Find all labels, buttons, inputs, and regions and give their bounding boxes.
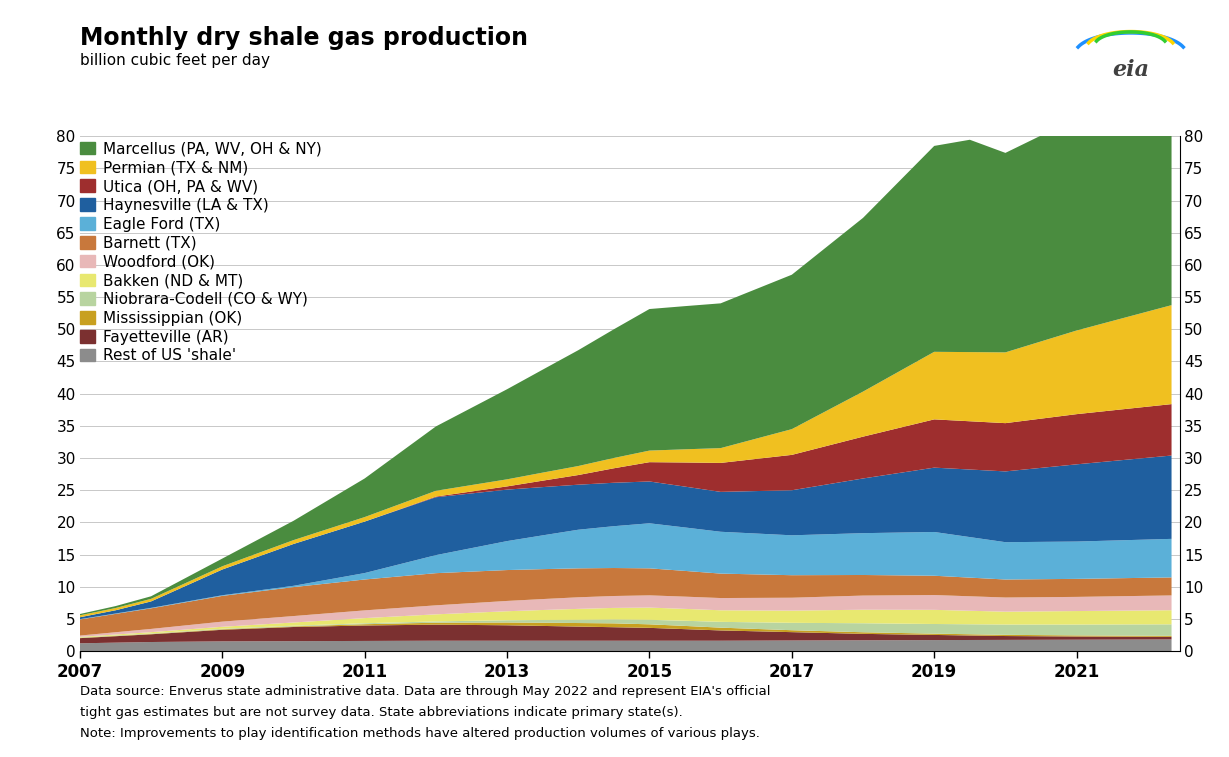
Text: Monthly dry shale gas production: Monthly dry shale gas production [80,26,528,51]
Legend: Marcellus (PA, WV, OH & NY), Permian (TX & NM), Utica (OH, PA & WV), Haynesville: Marcellus (PA, WV, OH & NY), Permian (TX… [80,142,322,363]
Text: Data source: Enverus state administrative data. Data are through May 2022 and re: Data source: Enverus state administrativ… [80,685,771,698]
Text: tight gas estimates but are not survey data. State abbreviations indicate primar: tight gas estimates but are not survey d… [80,706,682,718]
Text: Note: Improvements to play identification methods have altered production volume: Note: Improvements to play identificatio… [80,727,760,740]
Text: eia: eia [1112,58,1149,80]
Text: billion cubic feet per day: billion cubic feet per day [80,53,270,68]
